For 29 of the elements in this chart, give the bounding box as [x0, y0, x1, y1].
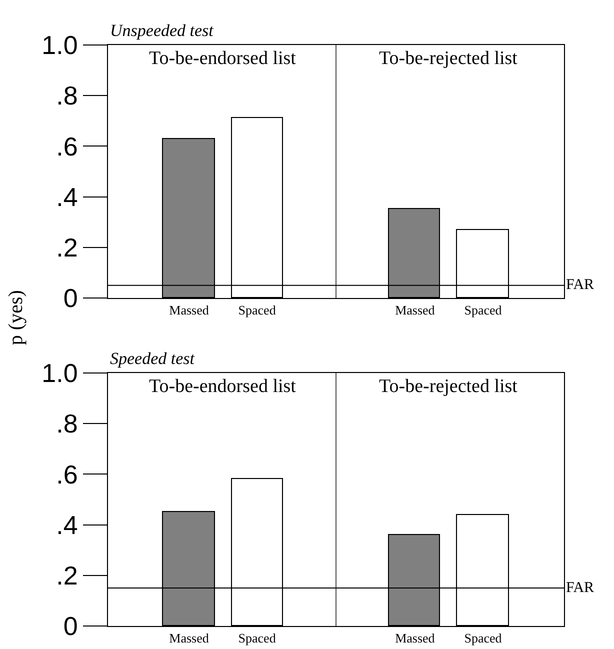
y-tick-label: .6 [56, 459, 78, 490]
y-tick-label: 0 [63, 283, 78, 314]
x-tick-label: Massed [395, 630, 436, 646]
y-tick-label: .4 [56, 510, 78, 540]
x-tick-label: Massed [169, 630, 210, 646]
y-tick-label: 0 [63, 611, 78, 642]
y-tick-label: 1.0 [42, 30, 78, 60]
x-tick-label: Spaced [464, 630, 502, 646]
y-tick-label: .6 [56, 131, 78, 162]
chart-title: Unspeeded test [110, 21, 215, 40]
ref-line-label: FAR [566, 580, 594, 596]
y-tick-label: 1.0 [42, 358, 78, 388]
ref-line-label: FAR [566, 277, 594, 293]
x-tick-label: Spaced [464, 302, 502, 318]
x-tick-label: Massed [395, 302, 436, 318]
y-tick-label: .4 [56, 182, 78, 212]
y-tick-label: .2 [56, 560, 78, 590]
x-tick-label: Massed [169, 302, 210, 318]
x-tick-label: Spaced [238, 630, 276, 646]
y-tick-label: .8 [56, 80, 78, 111]
annotation: To-be-rejected list [379, 48, 518, 69]
annotation: To-be-endorsed list [149, 48, 297, 69]
annotation: To-be-rejected list [379, 376, 518, 397]
y-axis-title: p (yes) [5, 290, 28, 346]
annotation: To-be-endorsed list [149, 376, 297, 397]
x-tick-label: Spaced [238, 302, 276, 318]
y-tick-label: .8 [56, 408, 78, 439]
y-tick-label: .2 [56, 232, 78, 262]
chart-title: Speeded test [110, 349, 196, 368]
